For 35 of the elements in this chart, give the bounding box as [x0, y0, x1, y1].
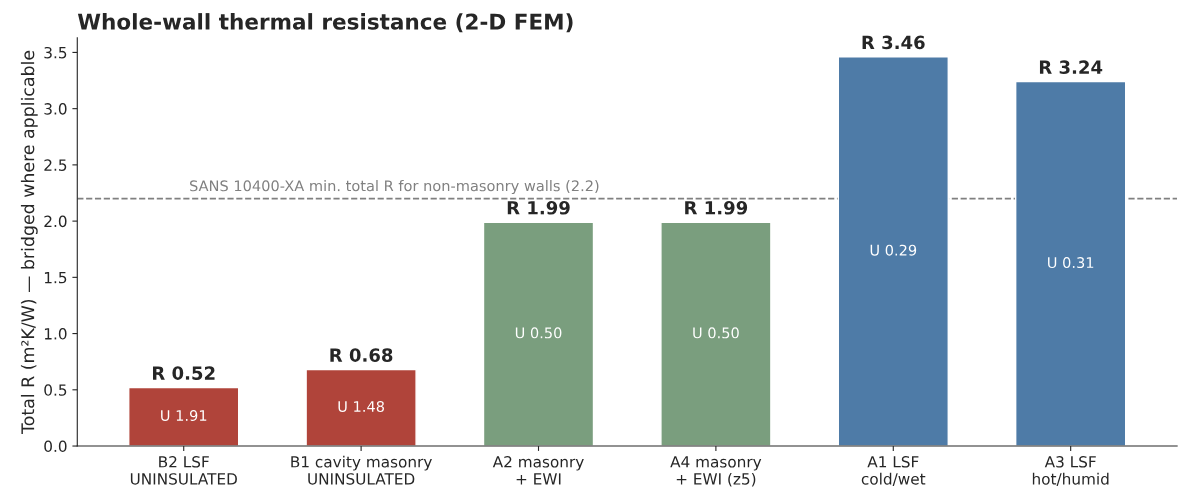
ref-line-label: SANS 10400-XA min. total R for non-masonry walls (2.2)	[190, 180, 599, 195]
y-tick-label: 0.0	[44, 440, 67, 453]
y-tick-label: 2.0	[44, 215, 67, 228]
data-label: R 0.52	[153, 366, 215, 380]
x-tick-label: B1 cavity masonry UNINSULATED	[291, 455, 432, 485]
y-tick-label: 3.5	[44, 46, 67, 59]
annotation: U 1.48	[338, 401, 384, 413]
data-label: R 0.68	[330, 348, 393, 362]
x-tick-label: A3 LSF hot/humid	[1032, 456, 1109, 486]
x-tick-label: A4 masonry + EWI (z5)	[670, 456, 762, 487]
annotation: U 1.91	[161, 410, 207, 422]
x-tick-label: A2 masonry + EWI	[492, 456, 584, 485]
y-tick-label: 2.5	[44, 159, 67, 171]
bar	[128, 386, 240, 447]
data-label: R 1.99	[685, 200, 748, 215]
annotation: U 0.29	[870, 244, 917, 256]
y-tick-label: 3.0	[44, 103, 67, 115]
y-tick-label: 1.5	[44, 272, 67, 284]
bar	[660, 221, 772, 447]
y-axis-title: Total R (m²K/W) — bridged where applicable	[20, 50, 38, 434]
x-tick-label: A1 LSF cold/wet	[861, 456, 926, 486]
bar	[837, 56, 949, 447]
annotation: U 0.31	[1048, 257, 1094, 269]
bar	[482, 221, 595, 447]
data-label: R 3.46	[862, 35, 925, 50]
data-label: R 1.99	[507, 200, 570, 215]
bar	[305, 368, 417, 447]
annotation: U 0.50	[693, 327, 739, 339]
y-tick-label: 1.0	[44, 328, 67, 340]
chart-title: Whole-wall thermal resistance (2-D FEM)	[77, 13, 573, 33]
x-tick-label: B2 LSF UNINSULATED	[130, 456, 237, 485]
data-label: R 3.24	[1039, 60, 1103, 74]
y-tick-label: 0.5	[44, 384, 67, 396]
annotation: U 0.50	[515, 327, 562, 339]
bar	[1014, 80, 1127, 447]
